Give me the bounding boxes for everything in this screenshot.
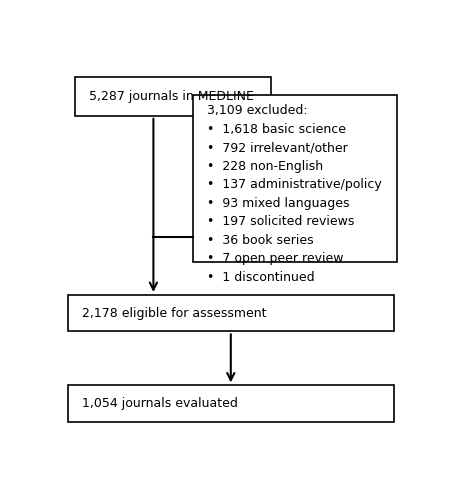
Text: 2,178 eligible for assessment: 2,178 eligible for assessment bbox=[82, 306, 267, 320]
Text: 1,054 journals evaluated: 1,054 journals evaluated bbox=[82, 397, 238, 410]
FancyBboxPatch shape bbox=[68, 295, 393, 332]
Text: 3,109 excluded:
•  1,618 basic science
•  792 irrelevant/other
•  228 non-Englis: 3,109 excluded: • 1,618 basic science • … bbox=[207, 104, 381, 284]
Text: 5,287 journals in MEDLINE: 5,287 journals in MEDLINE bbox=[90, 90, 254, 103]
FancyBboxPatch shape bbox=[68, 386, 393, 422]
FancyBboxPatch shape bbox=[75, 78, 271, 116]
FancyBboxPatch shape bbox=[193, 94, 397, 262]
